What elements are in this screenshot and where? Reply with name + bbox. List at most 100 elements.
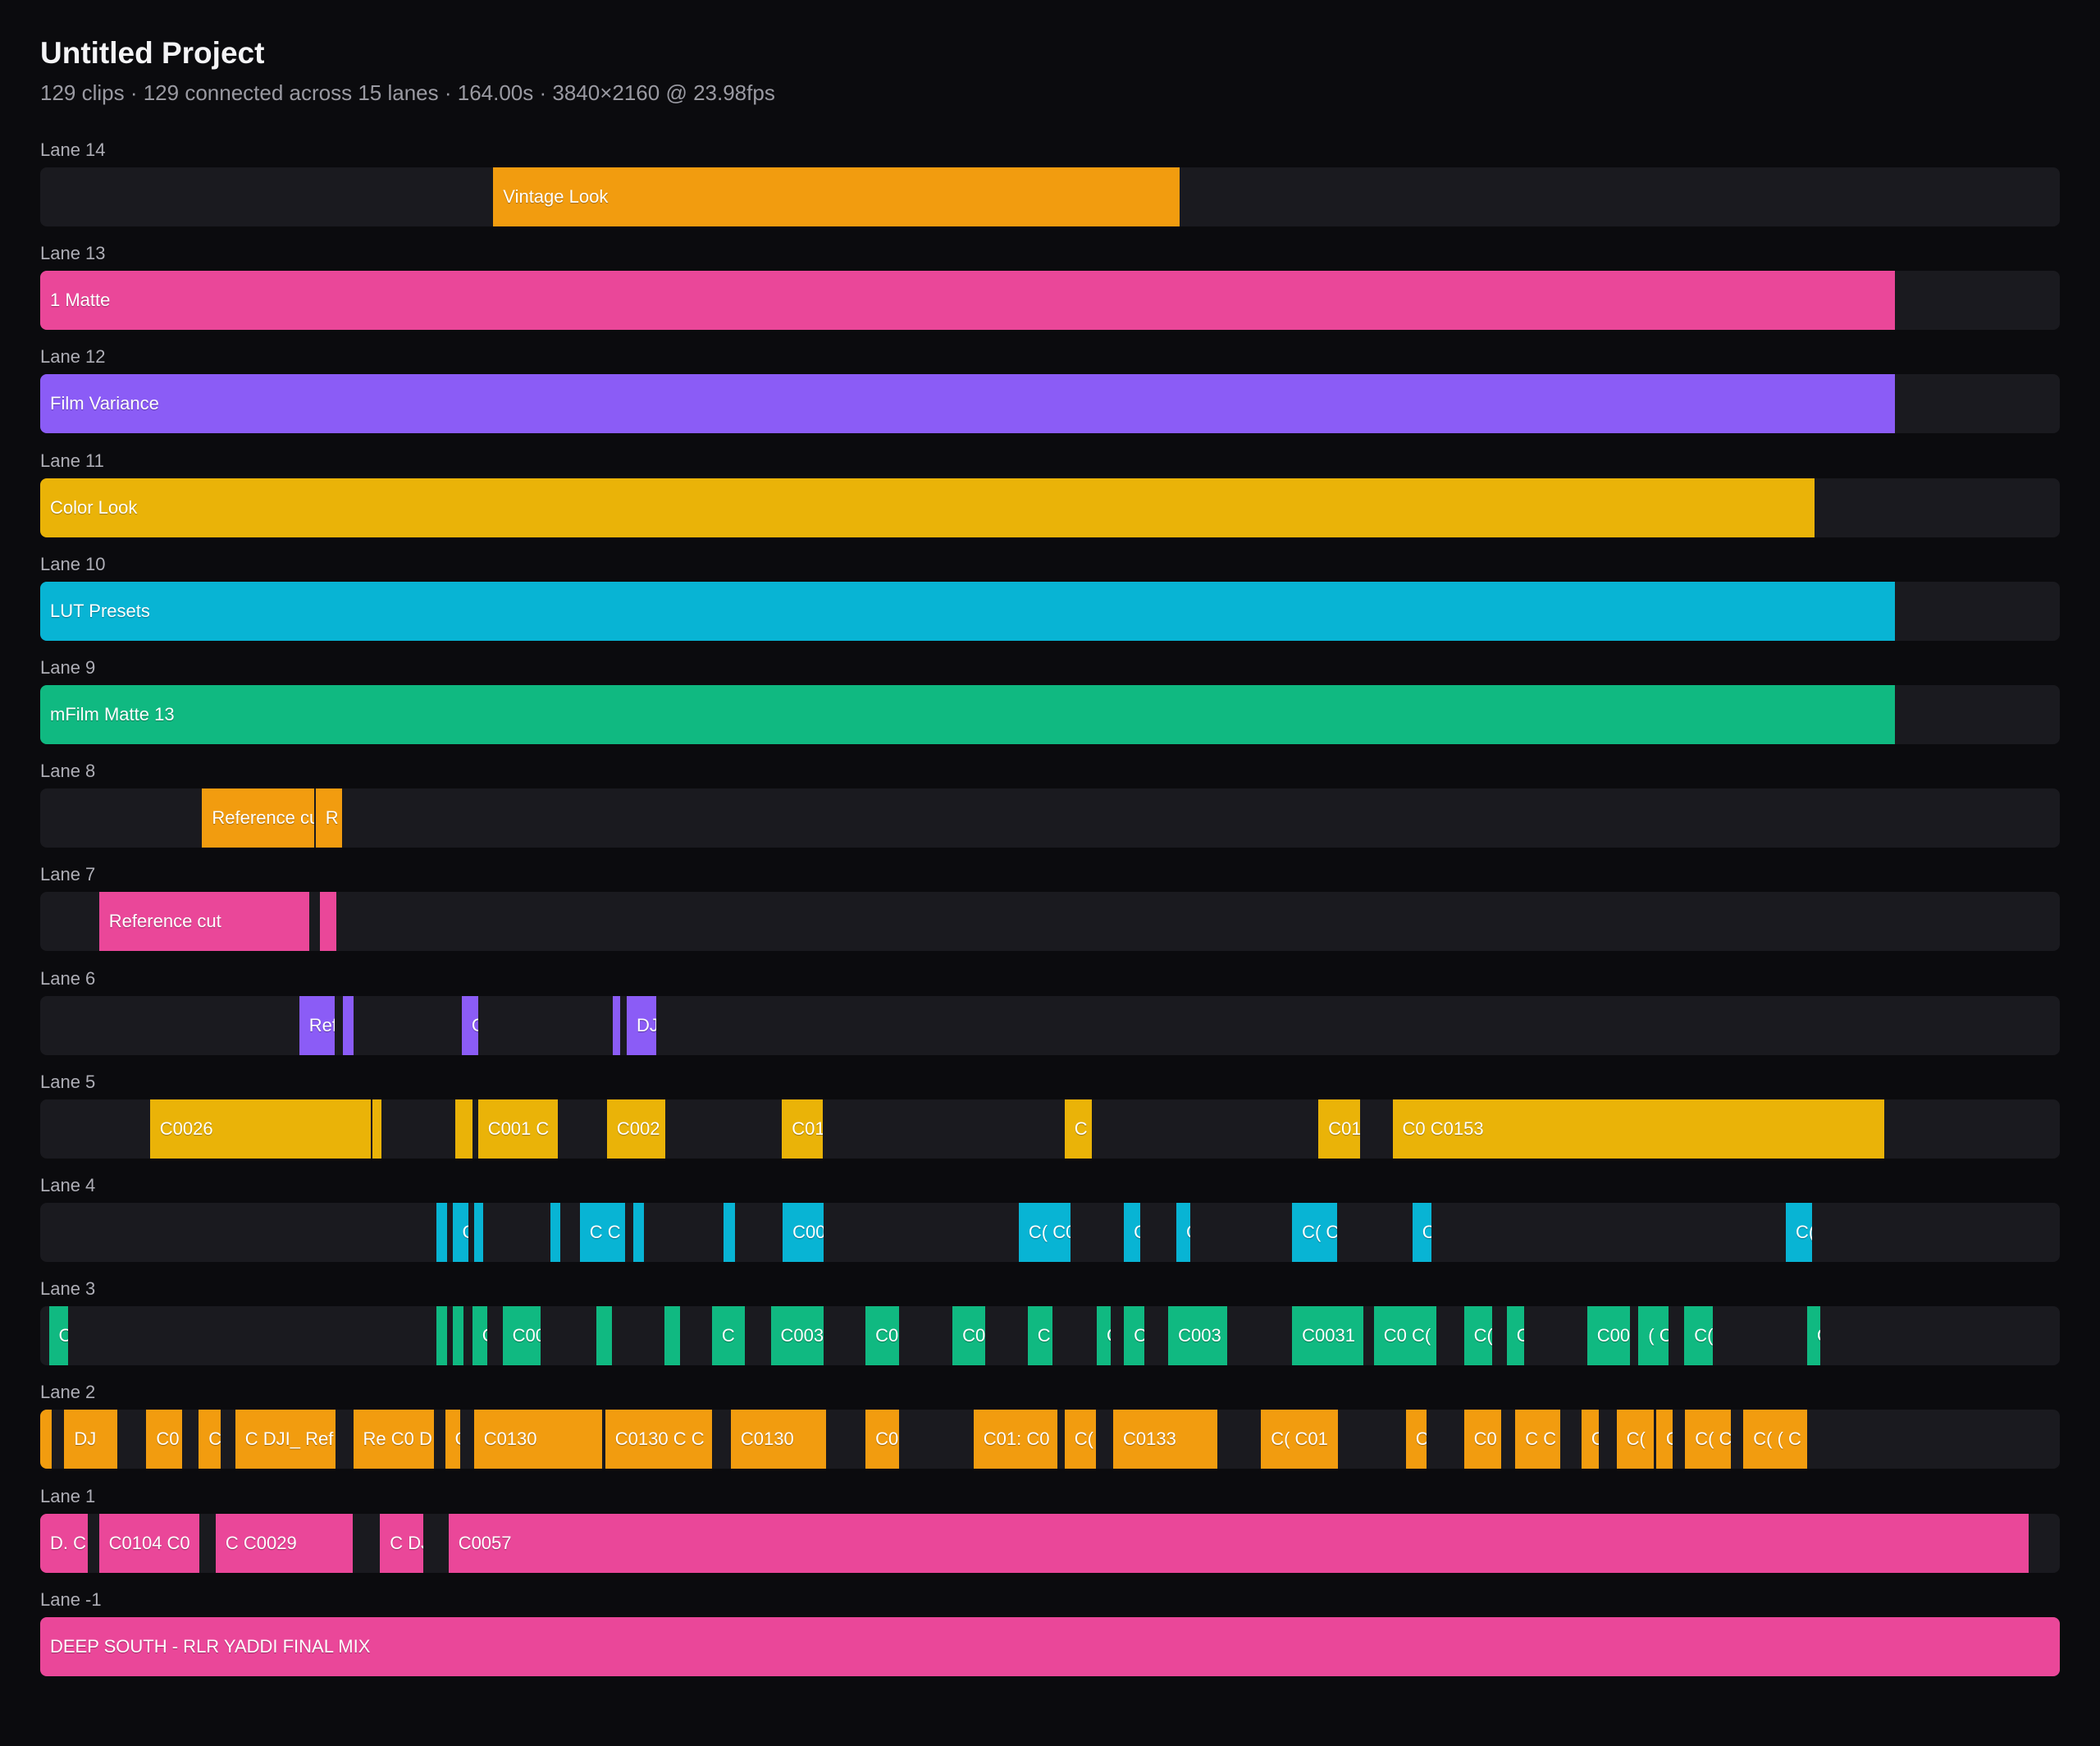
timeline-clip[interactable] (40, 1410, 52, 1469)
lane-track[interactable]: mFilm Matte 13 (40, 685, 2060, 744)
timeline-clip[interactable] (473, 1203, 483, 1262)
timeline-clip[interactable]: C00 (502, 1306, 541, 1365)
timeline-clip[interactable]: C( (1064, 1410, 1096, 1469)
lane-track[interactable]: DJ C0 C C DJI_ Ref Re C0 D C C0130 C0130 C C C01… (40, 1410, 2060, 1469)
timeline-clip[interactable]: C (445, 1410, 461, 1469)
timeline-clip[interactable]: C( C0 (1018, 1203, 1071, 1262)
timeline-clip[interactable]: 1 Matte (40, 271, 1895, 330)
timeline-clip[interactable]: C01: C0 (973, 1410, 1058, 1469)
timeline-clip[interactable]: C (1064, 1099, 1092, 1159)
timeline-clip[interactable]: C0104 C0 (98, 1514, 200, 1573)
timeline-clip[interactable]: C00 (1586, 1306, 1631, 1365)
timeline-clip[interactable]: C001 C (477, 1099, 558, 1159)
timeline-clip[interactable]: C (1176, 1203, 1191, 1262)
timeline-clip[interactable]: R (315, 788, 343, 848)
timeline-clip[interactable]: Reference cut (202, 788, 315, 848)
timeline-clip[interactable] (664, 1306, 680, 1365)
timeline-clip[interactable]: Vintage Look (493, 167, 1180, 226)
timeline-clip[interactable]: Color Look (40, 478, 1815, 537)
timeline-clip[interactable]: C( C (1292, 1203, 1338, 1262)
timeline-clip[interactable]: C002 (606, 1099, 666, 1159)
timeline-clip[interactable]: C( (1616, 1410, 1655, 1469)
timeline-clip[interactable]: C (1655, 1410, 1673, 1469)
timeline-clip[interactable]: C (461, 996, 478, 1055)
timeline-clip[interactable]: LUT Presets (40, 582, 1895, 641)
timeline-clip[interactable]: C0 C0153 (1392, 1099, 1884, 1159)
lane-track[interactable]: Vintage Look (40, 167, 2060, 226)
timeline-clip[interactable] (319, 892, 337, 951)
lane-track[interactable]: LUT Presets (40, 582, 2060, 641)
timeline-clip[interactable]: DJ (64, 1410, 117, 1469)
timeline-clip[interactable]: C (1581, 1410, 1599, 1469)
timeline-clip[interactable]: C003 (1168, 1306, 1228, 1365)
timeline-clip[interactable]: C0057 (448, 1514, 2029, 1573)
lane-track[interactable]: Reference cut (40, 892, 2060, 951)
timeline-clip[interactable]: C (199, 1410, 221, 1469)
timeline-clip[interactable]: D. C (40, 1514, 88, 1573)
timeline-clip[interactable]: C (1027, 1306, 1053, 1365)
timeline-clip[interactable]: C0031 (1292, 1306, 1363, 1365)
timeline-clip[interactable] (372, 1099, 382, 1159)
timeline-clip[interactable]: C DJ (380, 1514, 424, 1573)
lane-track[interactable]: C0026 C001 C C002 C01 C C015 C0 C0153 (40, 1099, 2060, 1159)
timeline-clip[interactable]: C0 (865, 1306, 899, 1365)
timeline-clip[interactable]: ( C (1638, 1306, 1669, 1365)
timeline-clip[interactable]: C0 (865, 1410, 899, 1469)
timeline-clip[interactable]: DJ (627, 996, 656, 1055)
timeline-clip[interactable] (632, 1203, 645, 1262)
timeline-clip[interactable]: C C (1515, 1410, 1561, 1469)
lane-track[interactable]: Reference cut R (40, 788, 2060, 848)
timeline-clip[interactable]: C C (579, 1203, 625, 1262)
timeline-clip[interactable]: C( (1786, 1203, 1812, 1262)
timeline-clip[interactable]: C01 (782, 1099, 823, 1159)
timeline-clip[interactable]: C0 (1463, 1410, 1502, 1469)
lane-track[interactable]: Color Look (40, 478, 2060, 537)
timeline-clip[interactable]: C0130 C C (605, 1410, 712, 1469)
timeline-clip[interactable]: C( (1684, 1306, 1713, 1365)
timeline-clip[interactable]: C (48, 1306, 68, 1365)
timeline-clip[interactable]: C DJI_ Ref (235, 1410, 336, 1469)
timeline-clip[interactable]: Re C0 D (353, 1410, 435, 1469)
timeline-clip[interactable] (436, 1203, 448, 1262)
timeline-clip[interactable]: C015 (1318, 1099, 1361, 1159)
timeline-clip[interactable]: C (1412, 1203, 1432, 1262)
timeline-clip[interactable]: C (711, 1306, 746, 1365)
timeline-clip[interactable]: DEEP SOUTH - RLR YADDI FINAL MIX (40, 1617, 2060, 1676)
timeline-clip[interactable]: C0 (952, 1306, 985, 1365)
timeline-clip[interactable]: C (1124, 1203, 1140, 1262)
timeline-clip[interactable]: C (1506, 1306, 1525, 1365)
timeline-clip[interactable]: C (1097, 1306, 1111, 1365)
timeline-clip[interactable]: Reference cut (98, 892, 310, 951)
timeline-clip[interactable]: C( C01 (1261, 1410, 1338, 1469)
timeline-clip[interactable]: C (1405, 1410, 1427, 1469)
lane-track[interactable]: Ref R C DJ (40, 996, 2060, 1055)
timeline-clip[interactable]: C0130 (473, 1410, 602, 1469)
timeline-clip[interactable]: C( C (1685, 1410, 1731, 1469)
timeline-clip[interactable]: C (1806, 1306, 1821, 1365)
timeline-clip[interactable]: C (452, 1203, 468, 1262)
lane-track[interactable]: 1 Matte (40, 271, 2060, 330)
lane-track[interactable]: D. C C0104 C0 C C0029 C DJ C0057 (40, 1514, 2060, 1573)
timeline-clip[interactable]: R (343, 996, 354, 1055)
timeline-clip[interactable]: C003 (770, 1306, 824, 1365)
timeline-clip[interactable] (436, 1306, 448, 1365)
lane-track[interactable]: C C C C00 C( C0 C C C( C C C( (40, 1203, 2060, 1262)
lane-track[interactable]: DEEP SOUTH - RLR YADDI FINAL MIX (40, 1617, 2060, 1676)
timeline-clip[interactable]: C0 (146, 1410, 183, 1469)
timeline-clip[interactable] (596, 1306, 613, 1365)
timeline-clip[interactable]: C (1124, 1306, 1144, 1365)
timeline-clip[interactable]: C (472, 1306, 487, 1365)
timeline-clip[interactable] (724, 1203, 736, 1262)
timeline-clip[interactable]: mFilm Matte 13 (40, 685, 1895, 744)
timeline-clip[interactable] (455, 1099, 472, 1159)
lane-track[interactable]: C C C00 C C003 C0 C0 C C C C003 C0031 C0 C(C(C C00 ( C… (40, 1306, 2060, 1365)
timeline-clip[interactable]: Film Variance (40, 374, 1895, 433)
timeline-clip[interactable] (550, 1203, 561, 1262)
timeline-clip[interactable]: C C0029 (215, 1514, 353, 1573)
timeline-clip[interactable]: C00 (783, 1203, 824, 1262)
timeline-clip[interactable]: Ref (299, 996, 335, 1055)
timeline-clip[interactable]: C( (1463, 1306, 1492, 1365)
timeline-clip[interactable]: C0133 (1113, 1410, 1217, 1469)
timeline-clip[interactable]: C0130 (730, 1410, 827, 1469)
lane-track[interactable]: Film Variance (40, 374, 2060, 433)
